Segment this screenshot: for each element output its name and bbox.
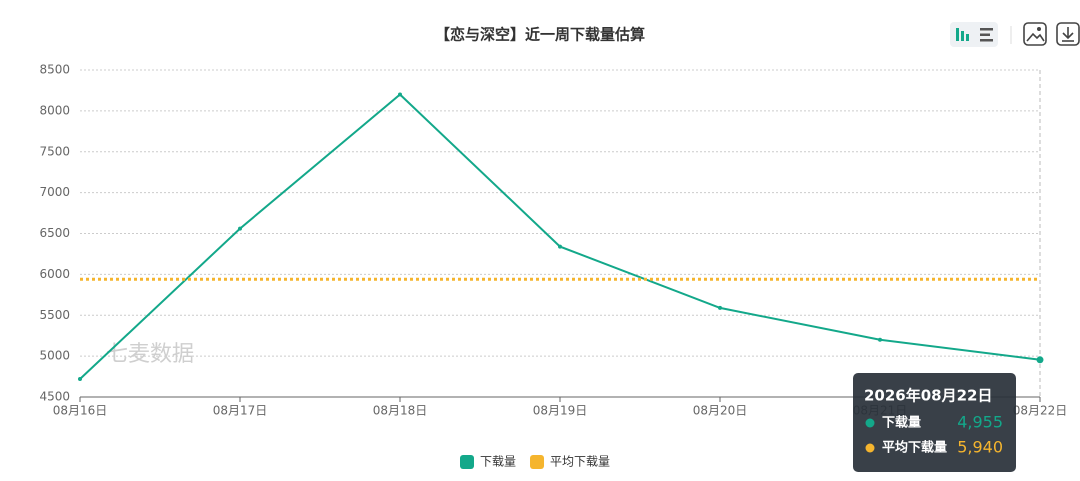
y-tick-label: 7500 [39, 144, 70, 158]
data-point [878, 337, 882, 342]
y-tick-label: 5000 [39, 349, 70, 363]
tooltip-value: 5,940 [957, 438, 1003, 457]
legend-label: 下载量 [480, 455, 516, 469]
y-tick-label: 5500 [39, 308, 70, 322]
tooltip-title: 2026年08月22日 [864, 387, 993, 405]
data-point [238, 226, 242, 231]
tooltip-marker [865, 443, 875, 453]
watermark: 七麦数据 [106, 342, 194, 367]
tooltip-marker [865, 418, 875, 428]
y-tick-label: 8500 [39, 63, 70, 77]
data-point [398, 92, 402, 97]
x-tick-label: 08月22日 [1013, 404, 1068, 418]
tooltip-box [853, 373, 1016, 472]
y-tick-label: 7000 [39, 185, 70, 199]
y-tick-label: 4500 [39, 390, 70, 404]
tooltip-value: 4,955 [957, 413, 1003, 432]
download-button[interactable] [1056, 22, 1080, 46]
chart-title: 【恋与深空】近一周下载量估算 [435, 26, 645, 44]
data-point [78, 377, 82, 382]
x-tick-label: 08月17日 [213, 404, 268, 418]
y-tick-label: 8000 [39, 103, 70, 117]
save-image-button[interactable] [1023, 22, 1047, 46]
legend-swatch [460, 455, 474, 469]
x-tick-label: 08月19日 [533, 404, 588, 418]
data-point [718, 305, 722, 310]
x-tick-label: 08月16日 [53, 404, 108, 418]
series-line [79, 93, 1041, 380]
legend-label: 平均下载量 [550, 455, 610, 469]
legend-swatch [530, 455, 545, 469]
x-tick-label: 08月18日 [373, 404, 428, 418]
toolbar [950, 22, 1080, 47]
x-tick-label: 08月20日 [693, 404, 748, 418]
data-point [1036, 356, 1044, 364]
tooltip-name: 平均下载量 [882, 440, 947, 456]
tooltip-name: 下载量 [882, 415, 921, 431]
y-tick-label: 6000 [39, 267, 70, 281]
y-tick-label: 6500 [39, 226, 70, 240]
data-point [558, 244, 562, 249]
